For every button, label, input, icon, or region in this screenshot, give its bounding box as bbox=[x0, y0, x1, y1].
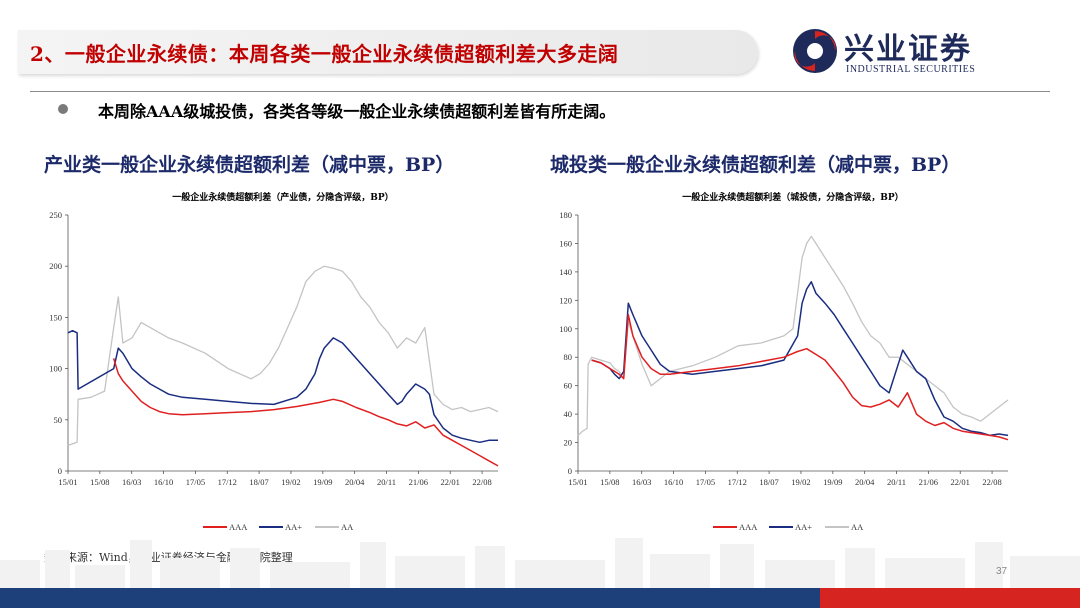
footer-bar-blue bbox=[0, 588, 820, 608]
y-tick-label: 0 bbox=[568, 466, 572, 476]
chart-title: 一般企业永续债超额利差（城投债，分隐含评级，BP） bbox=[682, 191, 903, 203]
legend-label: AA bbox=[851, 522, 864, 532]
y-tick-label: 50 bbox=[54, 415, 63, 425]
x-tick-label: 22/08 bbox=[982, 477, 1001, 487]
header-bar bbox=[18, 30, 758, 74]
x-tick-label: 20/04 bbox=[855, 477, 875, 487]
x-tick-label: 19/09 bbox=[313, 477, 332, 487]
x-tick-label: 16/10 bbox=[154, 477, 173, 487]
logo-en-text: INDUSTRIAL SECURITIES bbox=[846, 64, 976, 75]
legend-label: AAA bbox=[229, 522, 248, 532]
y-tick-label: 80 bbox=[564, 352, 573, 362]
y-tick-label: 100 bbox=[49, 364, 62, 374]
urban-investment-perpetual-spread-chart: 一般企业永续债超额利差（城投债，分隐含评级，BP） 0 20 40 60 80 100 120… bbox=[559, 191, 1009, 532]
x-tick-label: 17/05 bbox=[186, 477, 205, 487]
page-number: 37 bbox=[996, 566, 1008, 577]
footer-bar-red bbox=[820, 588, 1080, 608]
bullet-text: 本周除AAA级城投债，各类各等级一般企业永续债超额利差皆有所走阔。 bbox=[98, 102, 616, 121]
series-line-aa bbox=[577, 235, 1009, 436]
x-tick-label: 22/01 bbox=[441, 477, 460, 487]
y-tick-label: 150 bbox=[49, 312, 62, 322]
x-tick-label: 21/06 bbox=[409, 477, 428, 487]
y-tick-label: 140 bbox=[559, 267, 572, 277]
left-section-title: 产业类一般企业永续债超额利差（减中票，BP） bbox=[44, 154, 455, 176]
x-tick-label: 19/02 bbox=[281, 477, 300, 487]
y-tick-label: 120 bbox=[559, 295, 572, 305]
logo-cn-text: 兴业证券 bbox=[844, 32, 972, 67]
series-line-aaa bbox=[591, 313, 1009, 441]
series-line-aaa bbox=[112, 358, 499, 467]
x-tick-label: 18/07 bbox=[249, 477, 268, 487]
legend-label: AA+ bbox=[285, 522, 302, 532]
industrial-perpetual-spread-chart: 一般企业永续债超额利差（产业债，分隐含评级，BP） 0 50 100 150 200 250… bbox=[49, 191, 499, 532]
x-tick-label: 15/01 bbox=[568, 477, 587, 487]
x-tick-label: 22/01 bbox=[951, 477, 970, 487]
x-tick-label: 20/11 bbox=[887, 477, 906, 487]
series-line-aaplus bbox=[591, 281, 1009, 437]
y-tick-label: 180 bbox=[559, 210, 572, 220]
y-tick-label: 250 bbox=[49, 210, 62, 220]
chart-title: 一般企业永续债超额利差（产业债，分隐含评级，BP） bbox=[172, 191, 393, 203]
x-tick-label: 22/08 bbox=[472, 477, 491, 487]
x-tick-label: 17/12 bbox=[218, 477, 237, 487]
x-tick-label: 15/08 bbox=[600, 477, 619, 487]
y-tick-label: 60 bbox=[564, 381, 573, 391]
right-section-title: 城投类一般企业永续债超额利差（减中票，BP） bbox=[550, 154, 961, 176]
x-tick-label: 16/03 bbox=[632, 477, 651, 487]
page-title: 2、一般企业永续债：本周各类一般企业永续债超额利差大多走阔 bbox=[30, 42, 619, 66]
bullet-dot-icon bbox=[58, 104, 68, 114]
y-tick-label: 200 bbox=[49, 261, 62, 271]
city-skyline-decoration bbox=[0, 538, 1080, 588]
x-tick-label: 20/11 bbox=[377, 477, 396, 487]
y-tick-label: 20 bbox=[564, 438, 573, 448]
logo: 兴业证券 INDUSTRIAL SECURITIES bbox=[790, 22, 1010, 78]
x-tick-label: 19/09 bbox=[823, 477, 842, 487]
x-tick-label: 18/07 bbox=[759, 477, 778, 487]
legend-label: AA bbox=[341, 522, 354, 532]
y-tick-label: 100 bbox=[559, 324, 572, 334]
x-tick-label: 20/04 bbox=[345, 477, 365, 487]
x-tick-label: 15/01 bbox=[58, 477, 77, 487]
y-tick-label: 160 bbox=[559, 238, 572, 248]
series-line-aaplus bbox=[67, 329, 498, 444]
x-tick-label: 17/05 bbox=[696, 477, 715, 487]
header-divider bbox=[30, 91, 1050, 92]
series-line-aa bbox=[67, 265, 499, 447]
legend-label: AA+ bbox=[795, 522, 812, 532]
legend-label: AAA bbox=[739, 522, 758, 532]
x-tick-label: 21/06 bbox=[919, 477, 938, 487]
y-tick-label: 40 bbox=[564, 409, 573, 419]
logo-swirl-icon bbox=[793, 29, 837, 73]
x-tick-label: 16/10 bbox=[664, 477, 683, 487]
y-tick-label: 0 bbox=[58, 466, 62, 476]
x-tick-label: 19/02 bbox=[791, 477, 810, 487]
x-tick-label: 15/08 bbox=[90, 477, 109, 487]
x-tick-label: 16/03 bbox=[122, 477, 141, 487]
x-tick-label: 17/12 bbox=[728, 477, 747, 487]
